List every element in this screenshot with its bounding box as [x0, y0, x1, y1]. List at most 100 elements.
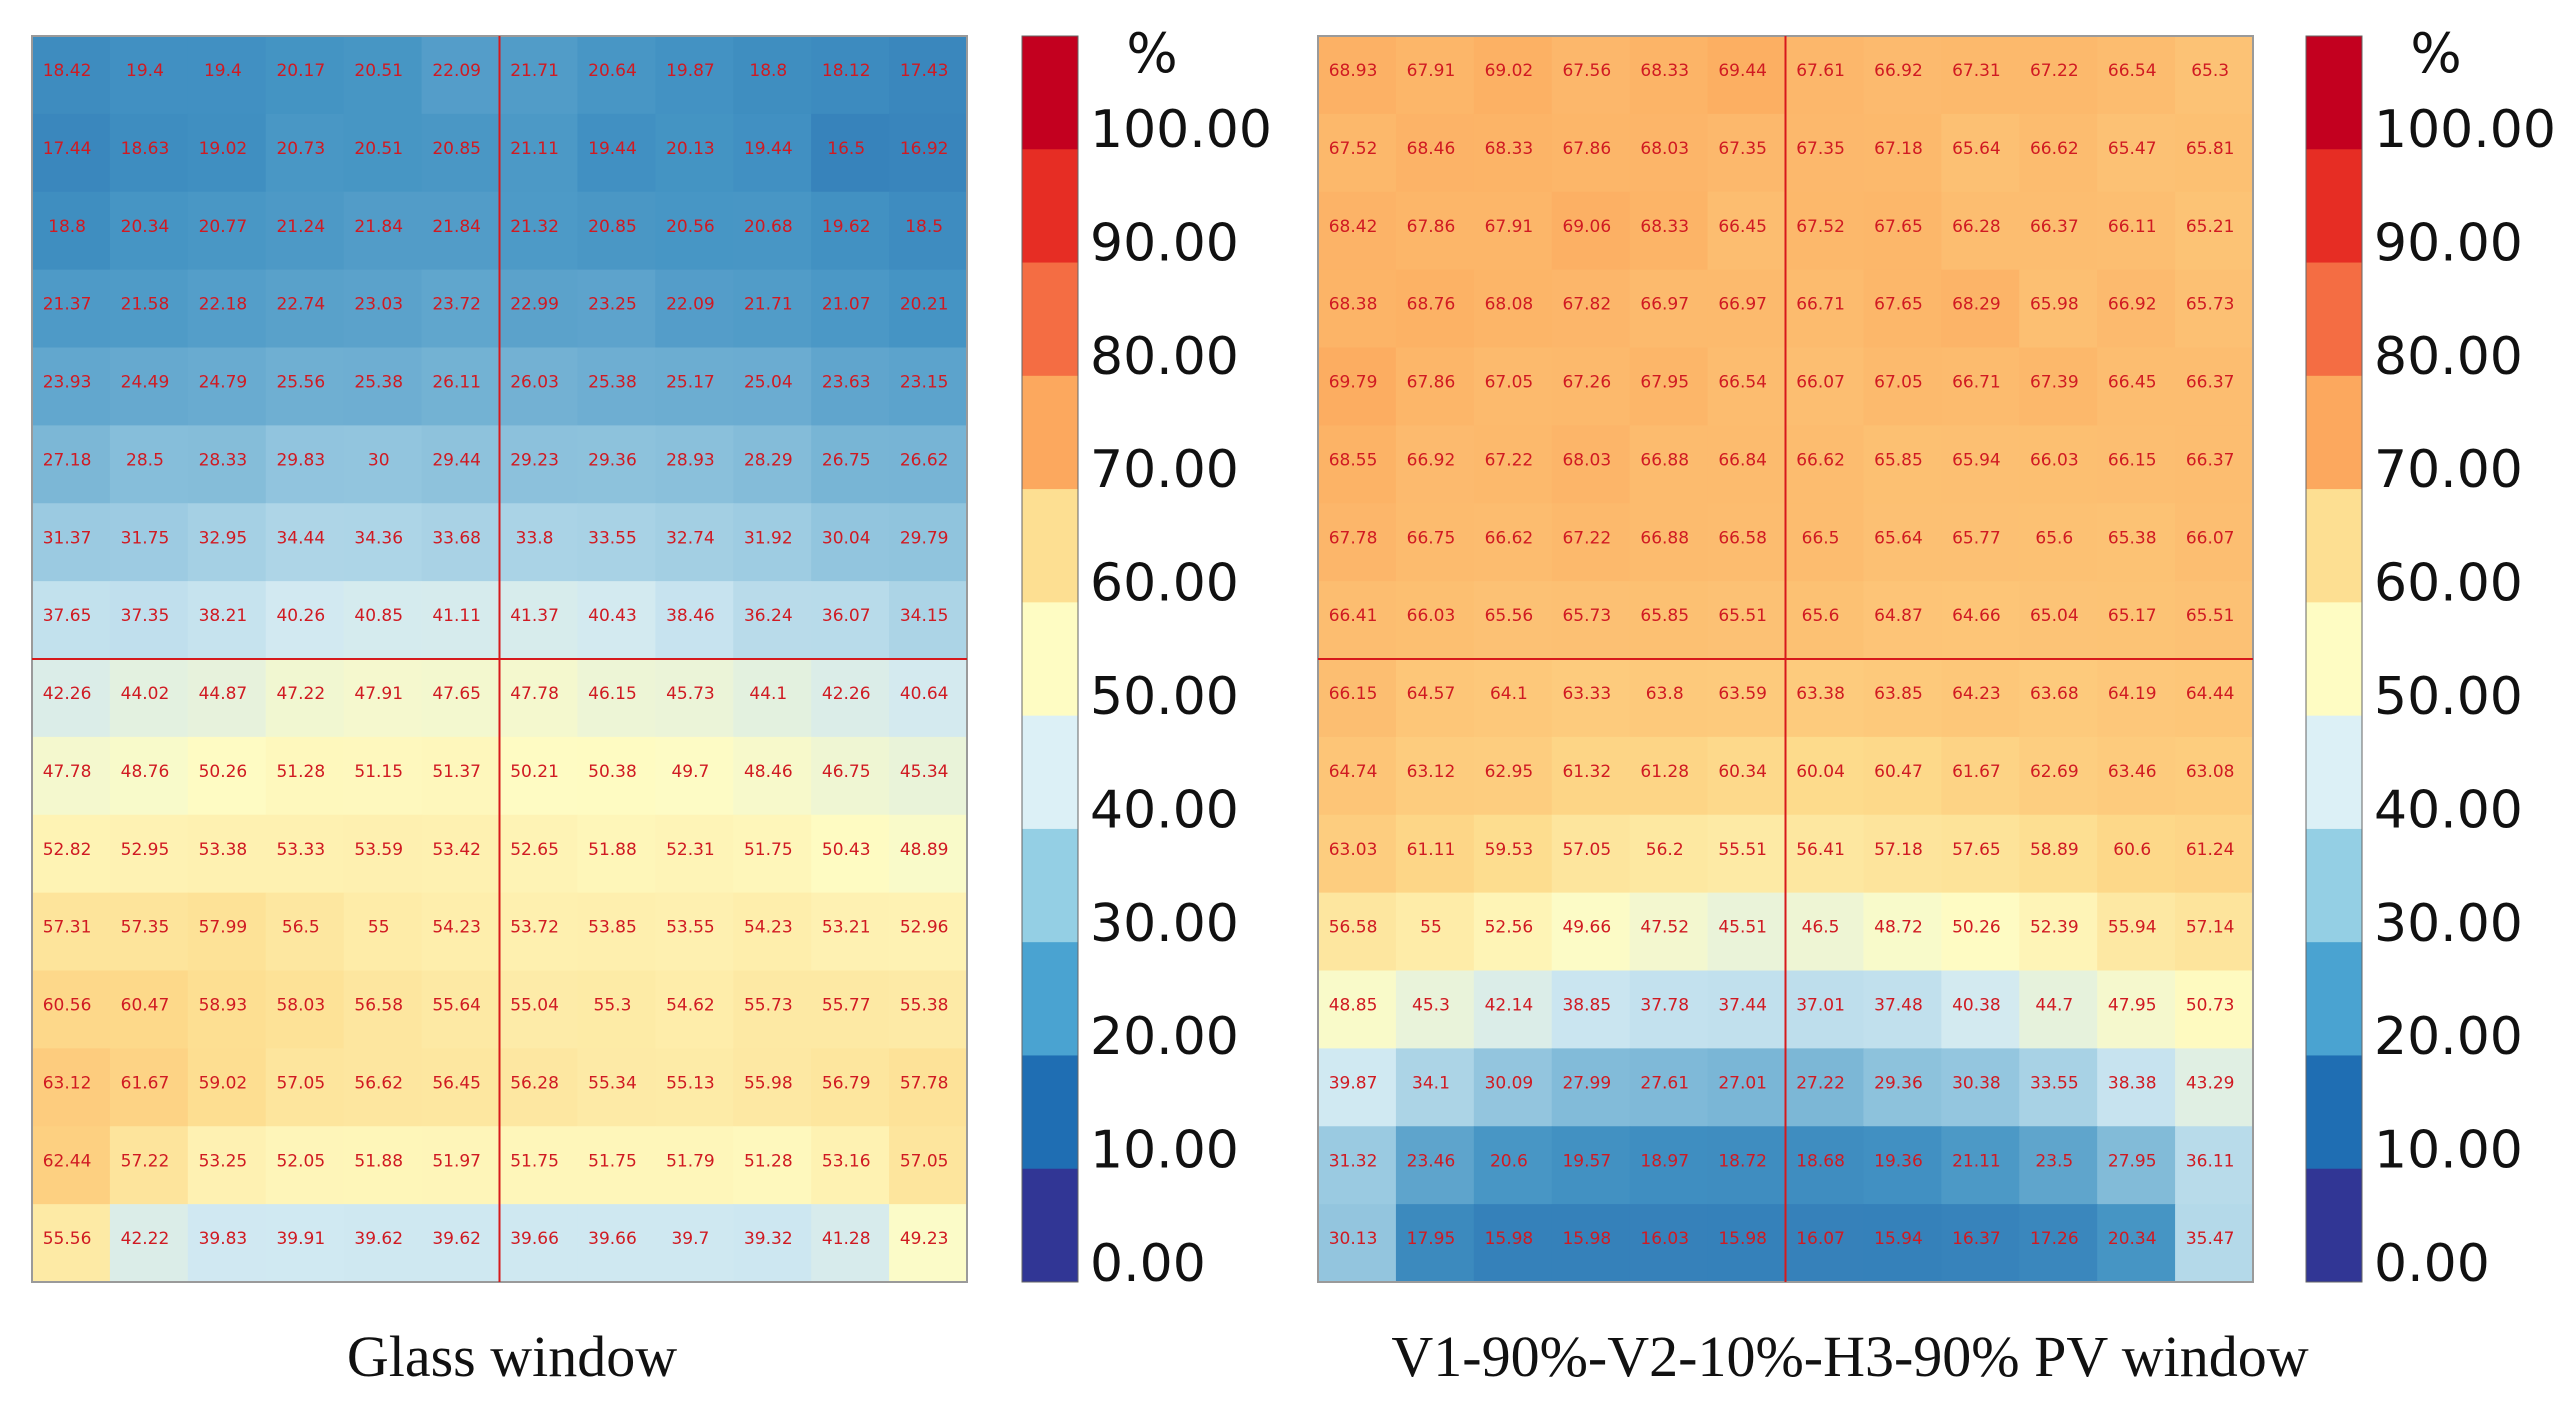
cell-value-label: 38.46 [666, 606, 715, 626]
cell-value-label: 39.7 [671, 1229, 709, 1249]
cell-value-label: 65.51 [2186, 606, 2235, 626]
cell-value-label: 31.32 [1329, 1151, 1378, 1171]
cell-value-label: 65.73 [1562, 606, 1611, 626]
heatmap-cell [32, 191, 111, 271]
cell-value-label: 36.07 [822, 606, 871, 626]
heatmap-cell [1551, 892, 1631, 972]
cell-value-label: 41.37 [510, 606, 559, 626]
cell-value-label: 22.09 [432, 61, 481, 81]
cell-value-label: 55.77 [822, 996, 871, 1016]
cell-value-label: 17.26 [2030, 1229, 2079, 1249]
colorbar-tick-label: 10.00 [2374, 1121, 2523, 1181]
cell-value-label: 37.65 [43, 606, 92, 626]
cell-value-label: 21.32 [510, 217, 559, 237]
cell-value-label: 50.26 [199, 762, 248, 782]
colorbar-segment [1022, 828, 1078, 943]
cell-value-label: 57.14 [2186, 918, 2235, 938]
cell-value-label: 56.5 [282, 918, 320, 938]
heatmap-cell [1785, 113, 1865, 193]
heatmap-cell [1473, 736, 1553, 816]
heatmap-cell [1318, 113, 1397, 193]
heatmap-cell [733, 113, 812, 193]
cell-value-label: 68.38 [1329, 295, 1378, 315]
cell-value-label: 63.68 [2030, 684, 2079, 704]
cell-value-label: 47.78 [43, 762, 92, 782]
cell-value-label: 57.99 [199, 918, 248, 938]
cell-value-label: 20.13 [666, 139, 715, 159]
heatmap-cell [1785, 970, 1865, 1049]
colorbar-segment [2306, 1168, 2362, 1283]
heatmap-cell [2019, 1048, 2098, 1127]
heatmap-cell [1395, 503, 1475, 582]
cell-value-label: 65.47 [2108, 139, 2157, 159]
cell-value-label: 53.72 [510, 918, 559, 938]
cell-value-label: 24.49 [121, 373, 170, 393]
heatmap-cell [1551, 347, 1631, 426]
cell-value-label: 66.54 [1718, 373, 1767, 393]
heatmap-cell [1863, 36, 1942, 115]
cell-value-label: 54.62 [666, 996, 715, 1016]
cell-value-label: 40.38 [1952, 996, 2001, 1016]
pv-window-colorbar [2305, 35, 2363, 1283]
cell-value-label: 23.63 [822, 373, 871, 393]
heatmap-cell [343, 191, 423, 271]
heatmap-cell [1629, 581, 1709, 660]
cell-value-label: 19.62 [822, 217, 871, 237]
heatmap-cell [811, 659, 890, 738]
heatmap-cell [1629, 1048, 1709, 1127]
heatmap-cell [1707, 814, 1787, 894]
heatmap-cell [1707, 736, 1787, 816]
heatmap-cell [1473, 503, 1553, 582]
cell-value-label: 16.37 [1952, 1229, 2001, 1249]
heatmap-cell [421, 425, 501, 504]
heatmap-cell [1785, 736, 1865, 816]
cell-value-label: 66.11 [2108, 217, 2157, 237]
cell-value-label: 65.73 [2186, 295, 2235, 315]
heatmap-cell [499, 814, 579, 894]
colorbar-segment [2306, 36, 2362, 150]
heatmap-cell [1785, 191, 1865, 271]
cell-value-label: 60.56 [43, 996, 92, 1016]
heatmap-cell [1863, 347, 1942, 426]
heatmap-cell [109, 36, 189, 115]
cell-value-label: 56.2 [1646, 840, 1684, 860]
glass-window-cell-labels: 18.42 19.4 19.4 20.17 20.51 22.09 21.71 20.64 19… [43, 61, 949, 1249]
heatmap-cell [421, 191, 501, 271]
cell-value-label: 68.03 [1562, 450, 1611, 470]
cell-value-label: 52.39 [2030, 918, 2079, 938]
heatmap-cell [1395, 269, 1475, 349]
cell-value-label: 26.62 [900, 450, 949, 470]
cell-value-label: 28.5 [126, 450, 164, 470]
heatmap-cell [1941, 503, 2020, 582]
heatmap-cell [1318, 425, 1397, 504]
cell-value-label: 40.64 [900, 684, 949, 704]
cell-value-label: 33.55 [2030, 1073, 2079, 1093]
cell-value-label: 37.48 [1874, 996, 1923, 1016]
cell-value-label: 65.64 [1952, 139, 2001, 159]
heatmap-cell [265, 269, 345, 349]
cell-value-label: 66.15 [1329, 684, 1378, 704]
cell-value-label: 68.76 [1407, 295, 1456, 315]
heatmap-cell [265, 736, 345, 816]
cell-value-label: 38.21 [199, 606, 248, 626]
colorbar-tick-label: 40.00 [2374, 780, 2523, 840]
cell-value-label: 24.79 [199, 373, 248, 393]
cell-value-label: 68.55 [1329, 450, 1378, 470]
heatmap-cell [1707, 425, 1787, 504]
cell-value-label: 65.81 [2186, 139, 2235, 159]
cell-value-label: 57.05 [900, 1151, 949, 1171]
cell-value-label: 59.53 [1485, 840, 1534, 860]
heatmap-cell [889, 425, 968, 504]
heatmap-cell [1785, 814, 1865, 894]
heatmap-cell [187, 892, 267, 972]
heatmap-cell [343, 581, 423, 660]
heatmap-cell [811, 970, 890, 1049]
cell-value-label: 16.92 [900, 139, 949, 159]
cell-value-label: 65.98 [2030, 295, 2079, 315]
heatmap-cell [1785, 1126, 1865, 1205]
cell-value-label: 53.25 [199, 1151, 248, 1171]
heatmap-cell [1941, 892, 2020, 972]
cell-value-label: 20.85 [588, 217, 637, 237]
